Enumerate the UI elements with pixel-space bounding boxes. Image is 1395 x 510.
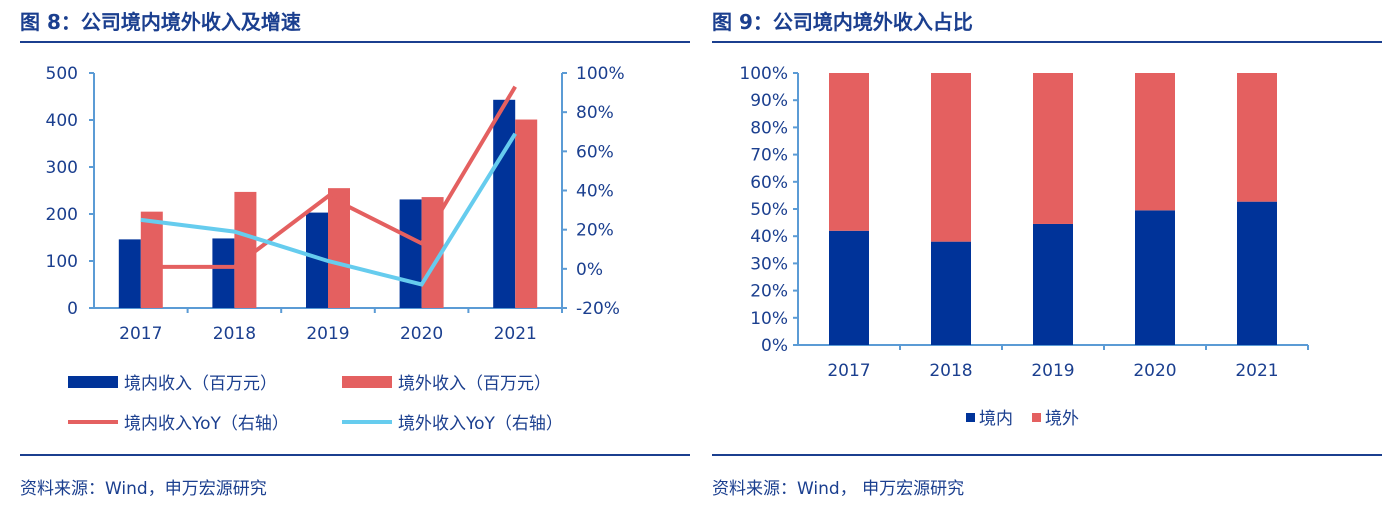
y-tick-label: 100% <box>739 64 788 84</box>
legend-label: 境内收入YoY（右轴） <box>124 414 289 434</box>
domestic-bar <box>118 239 141 308</box>
x-tick-label: 2017 <box>827 361 870 381</box>
y-tick-label: 80% <box>750 118 788 138</box>
y-tick-label: 100 <box>46 252 78 272</box>
domestic-bar <box>493 99 516 308</box>
y-tick-label: 40% <box>750 227 788 247</box>
legend-swatch <box>68 376 118 388</box>
source-divider <box>20 454 690 456</box>
legend-swatch <box>342 376 392 388</box>
y2-tick-label: -20% <box>576 299 620 319</box>
domestic-bar <box>306 212 328 308</box>
overseas-bar <box>931 73 971 242</box>
domestic-bar <box>829 230 869 345</box>
x-tick-label: 2020 <box>400 324 443 344</box>
right-source: 资料来源：Wind， 申万宏源研究 <box>712 479 965 499</box>
legend-label: 境内 <box>979 409 1013 429</box>
overseas-bar <box>140 211 163 308</box>
y-tick-label: 300 <box>46 158 78 178</box>
y-tick-label: 90% <box>750 91 788 111</box>
right-panel: 图 9：公司境内境外收入占比 0% 10% 20% 30% 40% 50% 60% 70% 80… <box>712 0 1382 510</box>
x-tick-label: 2018 <box>213 324 256 344</box>
y2-tick-label: 40% <box>576 182 614 202</box>
right-title: 图 9：公司境内境外收入占比 <box>712 10 973 34</box>
overseas-bar <box>829 73 869 231</box>
y2-tick-label: 60% <box>576 142 614 162</box>
legend-swatch <box>1032 413 1041 422</box>
y2-tick-label: 20% <box>576 221 614 241</box>
x-tick-label: 2019 <box>306 324 349 344</box>
x-tick-label: 2021 <box>494 324 537 344</box>
y-tick-label: 60% <box>750 173 788 193</box>
overseas-yoy-line <box>140 132 517 287</box>
y2-tick-label: 80% <box>576 103 614 123</box>
domestic-bar <box>1237 201 1277 345</box>
overseas-bar <box>1237 73 1277 202</box>
y-tick-label: 0% <box>761 336 788 356</box>
legend-label: 境外收入（百万元） <box>398 374 551 394</box>
y-tick-label: 200 <box>46 205 78 225</box>
overseas-bar <box>1135 73 1175 211</box>
x-tick-label: 2017 <box>119 324 162 344</box>
x-tick-label: 2020 <box>1133 361 1176 381</box>
title-divider <box>712 41 1382 43</box>
left-title: 图 8：公司境内境外收入及增速 <box>20 10 301 34</box>
x-tick-label: 2018 <box>929 361 972 381</box>
y-tick-label: 500 <box>46 64 78 84</box>
overseas-bar <box>421 197 444 308</box>
overseas-bar <box>234 191 257 308</box>
y-tick-label: 10% <box>750 309 788 329</box>
title-divider <box>20 41 690 43</box>
overseas-bar <box>328 188 350 308</box>
overseas-bar <box>515 119 538 308</box>
domestic-yoy-line <box>140 85 517 269</box>
x-tick-label: 2019 <box>1031 361 1074 381</box>
y-tick-label: 20% <box>750 282 788 302</box>
x-tick-label: 2021 <box>1235 361 1278 381</box>
domestic-bar <box>399 199 422 308</box>
domestic-bar <box>1135 210 1175 345</box>
legend-label: 境外收入YoY（右轴） <box>398 414 563 434</box>
y2-tick-label: 0% <box>576 260 603 280</box>
y-tick-label: 0 <box>67 299 78 319</box>
revenue-share-chart: 0% 10% 20% 30% 40% 50% 60% 70% 80% 90% 100% 2017 201… <box>739 64 1309 429</box>
left-source: 资料来源：Wind，申万宏源研究 <box>20 479 267 499</box>
legend-label: 境内收入（百万元） <box>124 374 277 394</box>
y-tick-label: 50% <box>750 200 788 220</box>
y-tick-label: 70% <box>750 146 788 166</box>
domestic-bar <box>1033 223 1073 345</box>
legend-swatch <box>966 413 975 422</box>
domestic-bar <box>212 238 235 308</box>
legend-label: 境外 <box>1045 409 1079 429</box>
source-divider <box>712 454 1382 456</box>
overseas-bar <box>1033 73 1073 224</box>
y-tick-label: 30% <box>750 254 788 274</box>
y-tick-label: 400 <box>46 111 78 131</box>
y2-tick-label: 100% <box>576 64 625 84</box>
revenue-growth-chart: 0 100 200 300 400 500 -20% 0% 20% 40% 60% 80% 100% 20… <box>46 64 625 434</box>
domestic-bar <box>931 241 971 345</box>
left-panel: 图 8：公司境内境外收入及增速 0 100 200 300 400 500 -20% 0% 20… <box>20 0 690 510</box>
